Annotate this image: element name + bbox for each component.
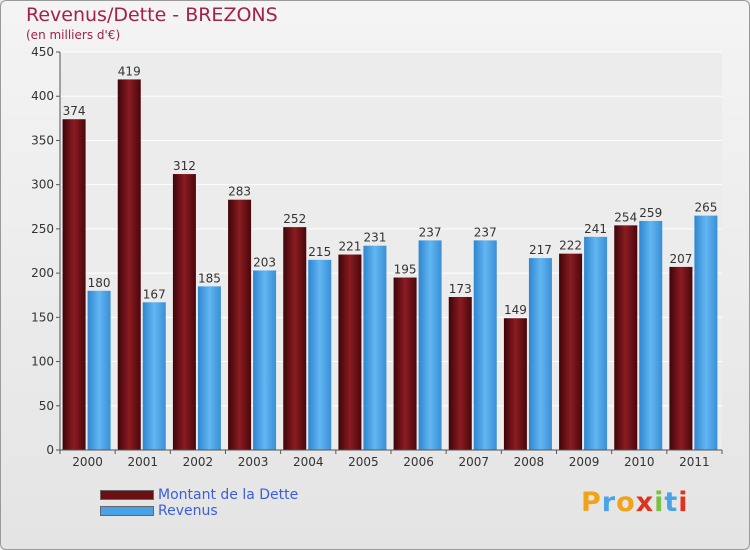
bar-revenus [197,286,221,450]
value-label-revenus: 180 [88,276,111,290]
bar-debt [338,254,362,450]
x-tick-label: 2010 [624,455,655,469]
x-tick-label: 2009 [569,455,600,469]
y-tick-label: 250 [31,222,54,236]
bar-revenus [87,290,111,450]
bar-revenus [694,215,718,450]
bar-debt [283,227,307,450]
x-tick-label: 2001 [127,455,158,469]
bar-debt [172,174,196,450]
logo-letter: P [581,487,602,518]
legend-item-debt: Montant de la Dette [100,487,298,503]
x-tick-label: 2008 [514,455,545,469]
grid [60,51,722,451]
y-tick-label: 350 [31,133,54,147]
logo-letter: x [635,487,655,518]
value-label-debt: 195 [394,263,417,277]
legend-item-revenus: Revenus [100,503,298,519]
x-tick-label: 2006 [403,455,434,469]
value-label-debt: 419 [118,64,141,78]
legend: Montant de la Dette Revenus [100,487,298,519]
value-label-revenus: 185 [198,271,221,285]
bar-debt [62,119,86,451]
bar-revenus [253,270,277,450]
value-label-debt: 312 [173,159,196,173]
value-label-revenus: 237 [419,225,442,239]
legend-label-debt: Montant de la Dette [158,487,299,503]
bar-revenus [308,259,332,450]
plot-area [60,52,722,450]
bar-debt [559,253,583,450]
x-tick-label: 2004 [293,455,324,469]
value-label-debt: 173 [449,282,472,296]
logo-letter: r [601,487,617,518]
value-label-revenus: 231 [363,231,386,245]
y-tick-label: 150 [31,310,54,324]
x-tick-label: 2011 [679,455,710,469]
logo-letter: t [664,487,679,518]
bar-revenus [418,240,442,450]
value-label-debt: 207 [669,252,692,266]
x-tick-label: 2005 [348,455,379,469]
x-tick-label: 2007 [458,455,489,469]
y-tick-label: 200 [31,266,54,280]
bar-debt [393,277,417,450]
value-label-revenus: 237 [474,225,497,239]
value-label-revenus: 241 [584,222,607,236]
value-label-debt: 254 [614,210,637,224]
bar-debt [228,199,252,450]
x-tick-label: 2003 [238,455,269,469]
bar-revenus [639,220,663,450]
x-tick-label: 2002 [183,455,214,469]
chart-subtitle: (en milliers d'€) [26,28,121,42]
value-label-debt: 221 [338,240,361,254]
value-label-revenus: 167 [143,287,166,301]
value-label-revenus: 203 [253,255,276,269]
proxiti-logo: Proxiti [581,487,689,518]
bar-debt [117,79,141,450]
bar-revenus [473,240,497,450]
value-label-debt: 222 [559,239,582,253]
bar-debt [448,296,472,450]
value-label-debt: 283 [228,185,251,199]
y-tick-label: 450 [31,45,54,59]
y-tick-label: 400 [31,89,54,103]
bar-debt [669,266,693,450]
bar-debt [614,225,638,450]
y-tick-label: 300 [31,178,54,192]
x-tick-label: 2000 [72,455,103,469]
y-tick-label: 50 [39,399,54,413]
y-tick-label: 0 [46,443,54,457]
legend-swatch-revenus [100,506,154,516]
bar-debt [503,318,527,450]
axes: 0 50 100 150 200 250 300 350 400 450 2000 2001 2002 2… [31,45,723,469]
logo-letter: i [654,487,665,518]
value-label-debt: 252 [283,212,306,226]
value-label-revenus: 215 [308,245,331,259]
y-tick-label: 100 [31,355,54,369]
bar-revenus [584,236,608,450]
bar-revenus [363,245,387,450]
logo-letter: o [616,487,636,518]
value-label-revenus: 265 [694,201,717,215]
value-label-debt: 374 [63,104,86,118]
bar-revenus [142,302,166,450]
value-label-revenus: 259 [639,206,662,220]
value-label-revenus: 217 [529,243,552,257]
bar-revenus [528,258,552,450]
value-label-debt: 149 [504,303,527,317]
chart-title: Revenus/Dette - BREZONS [26,4,278,26]
legend-label-revenus: Revenus [158,503,218,519]
logo-letter: i [678,487,689,518]
legend-swatch-debt [100,490,154,500]
